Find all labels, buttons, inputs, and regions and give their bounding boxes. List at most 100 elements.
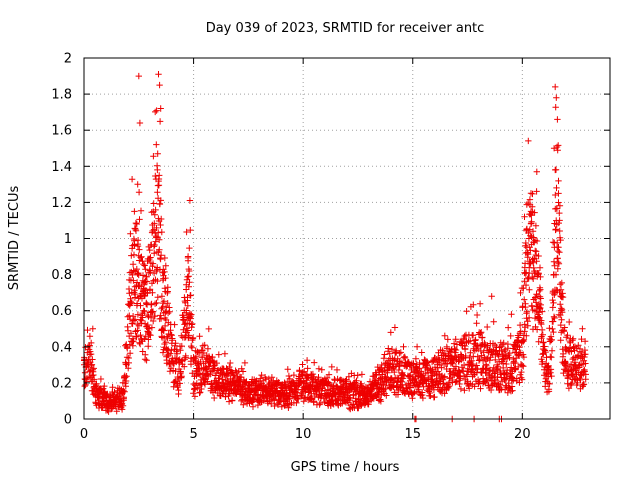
data-point — [87, 350, 95, 358]
data-point — [491, 379, 498, 387]
x-axis-label: GPS time / hours — [291, 460, 400, 475]
data-point — [171, 321, 178, 328]
data-point — [130, 251, 138, 258]
data-point — [162, 274, 169, 282]
data-point — [557, 337, 564, 344]
data-point — [524, 322, 531, 329]
data-point — [137, 331, 144, 339]
data-point — [278, 403, 285, 410]
data-point — [441, 390, 448, 397]
y-tick-label: 1 — [64, 232, 72, 247]
y-tick-label: 1.4 — [51, 160, 72, 175]
data-point — [211, 394, 218, 402]
data-point — [134, 181, 141, 188]
y-tick-label: 0.4 — [51, 340, 72, 355]
data-point — [518, 376, 526, 383]
data-point — [186, 197, 194, 204]
data-point — [151, 300, 159, 307]
data-point — [504, 340, 512, 348]
data-point — [147, 314, 155, 321]
data-point — [295, 395, 302, 403]
data-point — [509, 387, 516, 394]
data-point — [81, 382, 88, 390]
data-point — [122, 374, 129, 381]
data-point — [448, 359, 456, 366]
data-point — [452, 379, 459, 386]
data-point — [581, 366, 588, 374]
data-point — [167, 350, 174, 357]
data-point — [141, 320, 149, 327]
x-tick-label: 5 — [189, 427, 197, 442]
data-point — [478, 329, 485, 336]
data-point — [303, 357, 311, 364]
data-point — [397, 349, 404, 356]
data-point — [516, 321, 524, 329]
data-point — [144, 311, 151, 319]
data-point — [123, 354, 131, 361]
data-point — [188, 324, 195, 331]
data-point — [578, 335, 585, 343]
data-point — [307, 395, 314, 402]
data-point — [132, 227, 140, 234]
data-point — [566, 345, 574, 352]
data-point — [527, 232, 534, 239]
data-point — [531, 209, 538, 216]
data-point — [150, 153, 157, 160]
data-point — [549, 239, 557, 246]
data-point — [418, 349, 425, 356]
data-point — [188, 311, 195, 318]
data-point — [148, 324, 156, 331]
data-point — [270, 397, 278, 404]
data-point — [564, 374, 572, 382]
data-point — [526, 286, 533, 293]
data-point — [285, 372, 293, 380]
data-point — [129, 261, 137, 268]
data-point — [427, 392, 434, 400]
data-point — [507, 388, 515, 395]
data-point — [216, 375, 223, 382]
data-point — [240, 401, 247, 408]
data-point — [201, 341, 208, 349]
data-point — [530, 234, 537, 241]
data-point — [137, 207, 145, 214]
data-point — [153, 299, 160, 307]
data-point — [221, 350, 229, 357]
data-point — [140, 260, 147, 268]
data-point — [523, 226, 530, 233]
data-point — [505, 324, 512, 331]
data-point — [512, 359, 519, 367]
data-point — [157, 105, 164, 112]
data-point — [181, 321, 188, 328]
data-point — [154, 166, 161, 174]
data-point — [558, 305, 565, 312]
data-point — [97, 375, 105, 383]
data-point — [547, 353, 554, 360]
data-point — [539, 331, 546, 338]
data-point — [166, 368, 174, 375]
data-point — [516, 344, 523, 351]
data-point — [546, 380, 553, 388]
data-point — [554, 259, 562, 266]
data-point — [460, 361, 468, 369]
data-point — [515, 363, 522, 371]
data-point — [188, 344, 196, 351]
data-point — [131, 242, 138, 249]
data-point — [227, 359, 234, 367]
data-point — [470, 301, 477, 308]
data-point — [553, 184, 560, 192]
data-point — [135, 72, 142, 80]
data-point — [568, 380, 575, 387]
data-point — [275, 379, 282, 386]
data-point — [396, 350, 403, 357]
data-point — [467, 349, 474, 356]
data-point — [195, 361, 202, 368]
data-point — [381, 351, 388, 358]
data-point — [199, 354, 206, 361]
data-point — [128, 176, 136, 183]
data-point — [187, 292, 194, 299]
data-point — [558, 279, 565, 287]
data-point — [570, 372, 577, 380]
data-point — [268, 400, 275, 408]
data-point — [525, 314, 533, 321]
data-point — [154, 150, 161, 157]
